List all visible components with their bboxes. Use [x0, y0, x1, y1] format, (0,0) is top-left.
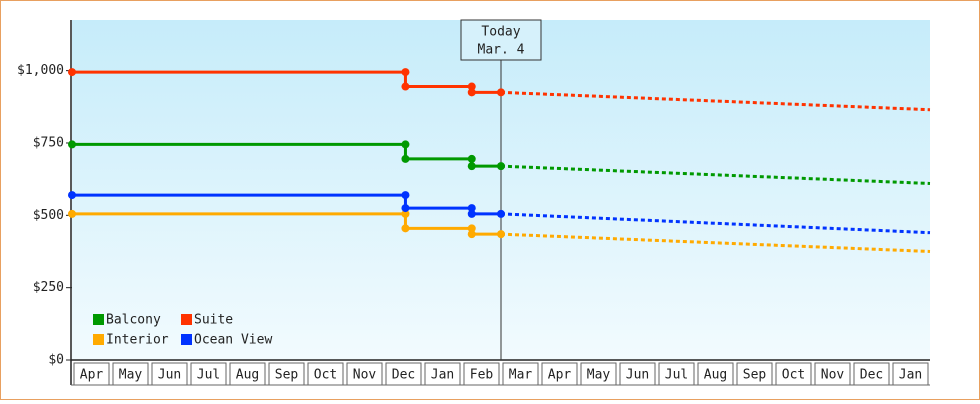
point — [497, 230, 505, 239]
projection-line — [500, 232, 931, 253]
today-label: Mar. 4 — [478, 43, 525, 58]
point — [68, 140, 76, 149]
series-line — [72, 212, 501, 236]
x-tick-label: Aug — [236, 368, 259, 383]
x-tick-label: May — [119, 368, 143, 383]
point — [467, 154, 476, 163]
point — [401, 204, 410, 213]
x-tick-label: Jan — [431, 368, 454, 383]
point — [401, 140, 410, 149]
legend-swatch — [93, 334, 104, 345]
point — [401, 154, 410, 163]
legend-label: Ocean View — [194, 333, 272, 348]
x-tick-label: Sep — [275, 368, 299, 383]
x-tick-label: Jan — [899, 368, 922, 383]
point — [401, 82, 410, 91]
point — [467, 204, 476, 213]
x-tick-label: Oct — [314, 368, 337, 383]
x-tick-label: Sep — [743, 368, 767, 383]
x-tick-label: Jul — [665, 368, 688, 383]
today-label: Today — [481, 25, 520, 40]
x-tick-label: Jul — [197, 368, 220, 383]
point — [467, 162, 476, 171]
x-tick-label: Nov — [353, 368, 377, 383]
x-tick-label: Apr — [548, 368, 572, 383]
legend-label: Suite — [194, 313, 233, 328]
x-tick-label: Nov — [821, 368, 845, 383]
point — [467, 88, 476, 97]
legend-label: Balcony — [106, 313, 161, 328]
point — [68, 191, 76, 200]
y-tick-label: $0 — [48, 353, 64, 368]
x-tick-label: Jun — [626, 368, 649, 383]
point — [401, 209, 410, 218]
legend-label: Interior — [106, 333, 169, 348]
today-box — [460, 19, 542, 61]
x-tick-label: Feb — [470, 368, 494, 383]
plot-layer: $0 $250 $500 $750 $1,000 Apr May Jun Jul Aug Sep Oc… — [17, 19, 931, 386]
series-line — [72, 193, 501, 216]
point — [467, 209, 476, 218]
x-tick-label: Aug — [704, 368, 727, 383]
x-tick-label: Oct — [782, 368, 805, 383]
series-line — [72, 70, 501, 94]
x-tick-label: Apr — [80, 368, 104, 383]
point — [401, 68, 410, 77]
projection-line — [500, 164, 931, 185]
series-line — [72, 142, 501, 168]
point — [497, 88, 505, 97]
x-tick-label: Dec — [860, 368, 883, 383]
projection-line — [500, 212, 931, 235]
x-tick-label: Jun — [158, 368, 181, 383]
point — [467, 224, 476, 233]
point — [467, 82, 476, 91]
point — [467, 230, 476, 239]
x-tick-label: Dec — [392, 368, 415, 383]
y-tick-label: $750 — [33, 135, 64, 150]
y-tick-label: $500 — [33, 208, 64, 223]
x-tick-label: Mar — [509, 368, 533, 383]
point — [68, 209, 76, 218]
point — [497, 162, 505, 171]
point — [497, 209, 505, 218]
legend-swatch — [181, 334, 192, 345]
point — [401, 191, 410, 200]
y-tick-label: $1,000 — [17, 63, 64, 78]
projection-line — [500, 90, 931, 112]
legend-swatch — [181, 314, 192, 325]
legend-swatch — [93, 314, 104, 325]
point — [401, 224, 410, 233]
x-tick-label: May — [587, 368, 611, 383]
y-tick-label: $250 — [33, 280, 64, 295]
point — [68, 68, 76, 77]
